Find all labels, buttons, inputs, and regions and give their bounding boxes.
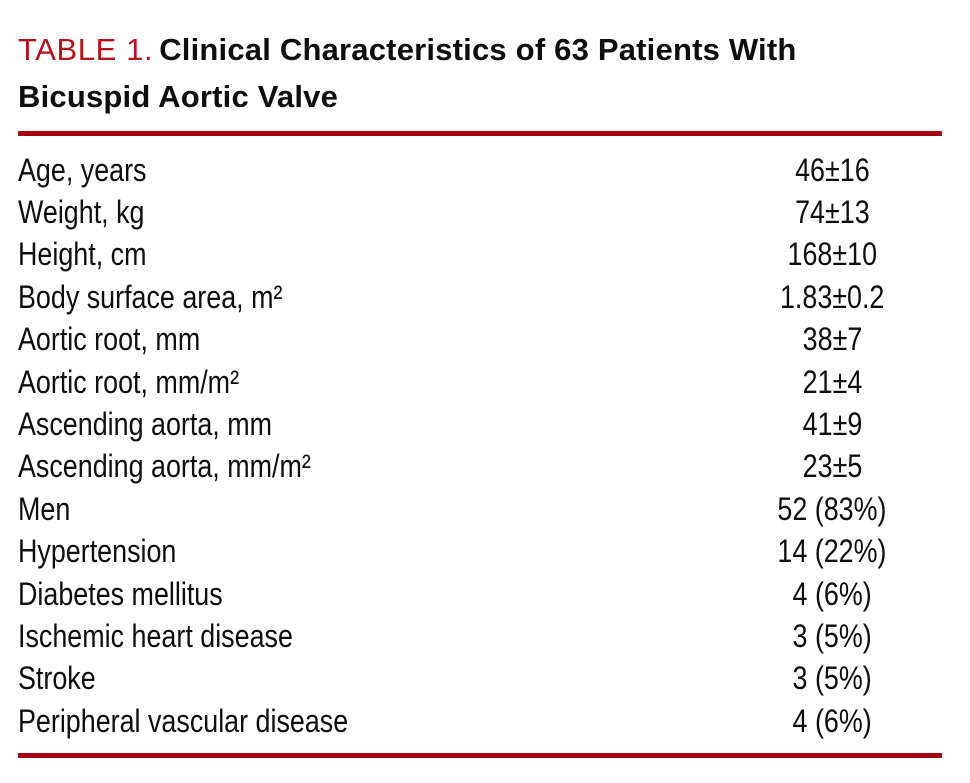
table-row: Weight, kg 74±13 — [18, 191, 942, 233]
row-value-column: 168±10 — [718, 234, 946, 276]
row-label: Diabetes mellitus — [18, 575, 223, 612]
row-value: 3 (5%) — [792, 617, 872, 654]
row-label: Age, years — [18, 151, 147, 188]
table-row: Stroke 3 (5%) — [18, 658, 942, 700]
row-label: Men — [18, 490, 71, 527]
row-value: 3 (5%) — [792, 660, 872, 697]
table-row: Ischemic heart disease 3 (5%) — [18, 615, 942, 657]
row-value-column: 41±9 — [718, 403, 946, 445]
row-value-column: 1.83±0.2 — [718, 276, 946, 318]
row-value: 14 (22%) — [777, 533, 887, 570]
row-value-column: 46±16 — [718, 149, 946, 191]
row-value: 23±5 — [802, 448, 862, 485]
row-value: 4 (6%) — [792, 702, 872, 739]
row-value-column: 3 (5%) — [718, 615, 946, 657]
row-label: Aortic root, mm — [18, 321, 201, 358]
row-value-column: 4 (6%) — [718, 573, 946, 615]
row-label: Ascending aorta, mm/m² — [18, 448, 311, 485]
row-value-column: 3 (5%) — [718, 658, 946, 700]
row-value: 46±16 — [794, 151, 870, 188]
row-label: Ischemic heart disease — [18, 617, 293, 654]
row-label: Aortic root, mm/m² — [18, 363, 240, 400]
row-value-column: 23±5 — [718, 446, 946, 488]
row-value: 4 (6%) — [792, 575, 872, 612]
table-row: Age, years 46±16 — [18, 149, 942, 191]
table-number-label: TABLE 1. — [18, 32, 154, 67]
table-row: Ascending aorta, mm 41±9 — [18, 403, 942, 445]
table-1: TABLE 1. Clinical Characteristics of 63 P… — [18, 0, 942, 759]
table-body: Age, years 46±16 Weight, kg 74±13 Height… — [18, 136, 942, 742]
row-value: 168±10 — [787, 236, 877, 273]
row-value: 1.83±0.2 — [779, 278, 885, 315]
row-value: 74±13 — [794, 194, 870, 231]
table-row: Body surface area, m² 1.83±0.2 — [18, 276, 942, 318]
table-row: Men 52 (83%) — [18, 488, 942, 530]
row-value: 38±7 — [802, 321, 862, 358]
row-value-column: 52 (83%) — [718, 488, 946, 530]
table-title: TABLE 1. Clinical Characteristics of 63 P… — [18, 0, 942, 120]
row-value-column: 14 (22%) — [718, 531, 946, 573]
bottom-rule — [18, 753, 942, 759]
row-label: Hypertension — [18, 533, 177, 570]
table-row: Aortic root, mm 38±7 — [18, 319, 942, 361]
row-label: Height, cm — [18, 236, 147, 273]
table-row: Aortic root, mm/m² 21±4 — [18, 361, 942, 403]
table-row: Peripheral vascular disease 4 (6%) — [18, 700, 942, 742]
table-row: Ascending aorta, mm/m² 23±5 — [18, 446, 942, 488]
row-label: Weight, kg — [18, 194, 145, 231]
row-value-column: 38±7 — [718, 319, 946, 361]
row-value: 52 (83%) — [777, 490, 887, 527]
row-value: 21±4 — [802, 363, 862, 400]
row-label: Stroke — [18, 660, 96, 697]
table-row: Hypertension 14 (22%) — [18, 531, 942, 573]
row-value-column: 74±13 — [718, 191, 946, 233]
row-value-column: 21±4 — [718, 361, 946, 403]
table-row: Height, cm 168±10 — [18, 234, 942, 276]
row-value-column: 4 (6%) — [718, 700, 946, 742]
row-label: Body surface area, m² — [18, 278, 283, 315]
row-value: 41±9 — [802, 406, 862, 443]
table-row: Diabetes mellitus 4 (6%) — [18, 573, 942, 615]
top-rule — [18, 131, 942, 136]
row-label: Peripheral vascular disease — [18, 702, 349, 739]
row-label: Ascending aorta, mm — [18, 406, 272, 443]
table-title-line2: Bicuspid Aortic Valve — [18, 79, 339, 114]
table-title-line1: Clinical Characteristics of 63 Patients … — [159, 32, 797, 67]
